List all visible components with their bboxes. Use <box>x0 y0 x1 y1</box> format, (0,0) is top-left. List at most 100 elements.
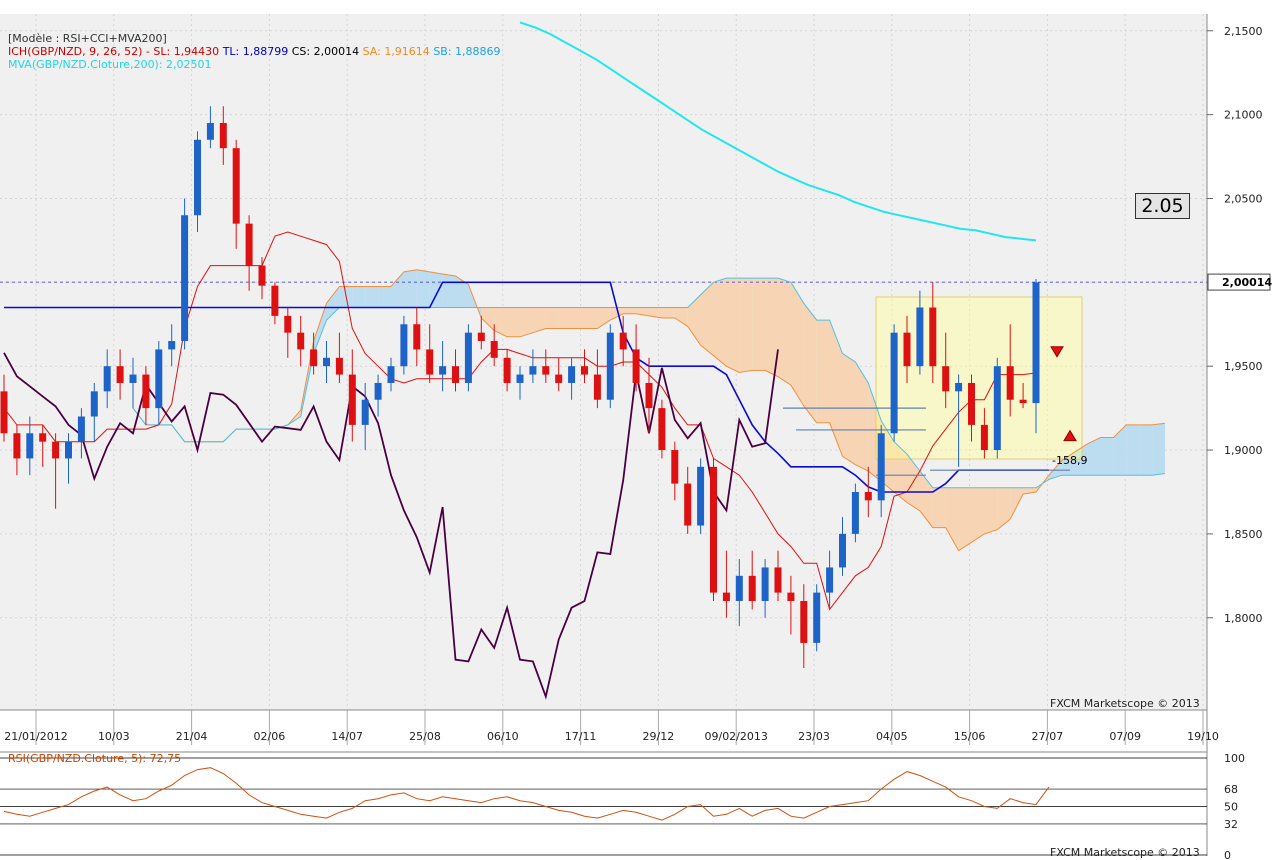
candle-body <box>103 366 111 392</box>
cloud-segment <box>429 271 443 308</box>
cloud-segment <box>661 307 675 318</box>
cloud-segment <box>713 278 727 367</box>
candle-body <box>361 399 369 425</box>
candle-body <box>697 466 705 526</box>
cloud-segment <box>520 307 533 337</box>
candle-body <box>955 382 963 392</box>
cloud-segment <box>391 271 404 308</box>
candle-body <box>142 374 150 409</box>
candle-body <box>813 592 821 643</box>
candle-body <box>516 374 524 383</box>
candle-body <box>568 366 576 383</box>
rsi-panel: 100 68 50 32 0 <box>0 752 1245 860</box>
cloud-segment <box>378 286 391 308</box>
cloud-segment <box>984 487 998 534</box>
rsi-tick-label: 68 <box>1224 783 1238 796</box>
mva200-line <box>519 21 1037 242</box>
candle-body <box>13 433 21 459</box>
candle-body <box>77 416 85 442</box>
x-tick-label: 02/06 <box>254 730 286 743</box>
candle-body <box>748 575 756 601</box>
cloud-segment <box>545 307 559 329</box>
chikou-line <box>3 349 779 700</box>
candle-body <box>735 575 743 601</box>
candle-body <box>606 332 614 400</box>
candle-body <box>555 374 563 383</box>
cloud-segment <box>674 307 688 327</box>
cloud-segment <box>584 307 598 329</box>
candle-body <box>503 357 511 383</box>
watermark-main: FXCM Marketscope © 2013 <box>1050 697 1200 710</box>
candle-body <box>116 366 124 383</box>
kijun-line <box>4 281 1049 493</box>
grid <box>0 14 1207 710</box>
candle-body <box>619 332 627 350</box>
candle-body <box>90 391 98 417</box>
cloud-segment <box>778 278 791 386</box>
x-tick-label: 25/08 <box>409 730 441 743</box>
cloud-segment <box>365 286 379 308</box>
cloud-segment <box>507 307 520 337</box>
y-tick-label: 2,0500 <box>1224 192 1263 205</box>
watermark-rsi: FXCM Marketscope © 2013 <box>1050 846 1200 859</box>
candle-body <box>52 441 60 459</box>
tenkan-line <box>3 231 1037 611</box>
candle-body <box>658 408 666 451</box>
signal-markers <box>1050 346 1077 442</box>
ichimoku-cs: CS: 2,00014 <box>291 45 360 58</box>
span-b-line <box>132 277 1166 489</box>
candle-body <box>774 567 782 593</box>
ichimoku-name: ICH(GBP/NZD, 9, 26, 52) - <box>8 45 150 58</box>
cloud-segment <box>649 307 662 318</box>
candle-body <box>710 466 717 593</box>
cloud-segment <box>1113 424 1127 476</box>
candle-body <box>400 324 408 367</box>
cloud-segment <box>945 487 959 551</box>
x-tick-label: 23/03 <box>798 730 830 743</box>
candle-body <box>129 374 137 383</box>
cloud-segment <box>532 307 546 333</box>
cloud-segment <box>790 282 804 407</box>
candle-body <box>348 374 356 425</box>
candle-body <box>181 215 189 342</box>
candle-body <box>851 491 859 534</box>
candle-body <box>645 382 653 409</box>
price-label-box[interactable]: 2.05 <box>1135 193 1190 219</box>
cloud-segment <box>855 362 869 472</box>
candle-body <box>477 332 485 342</box>
candle-body <box>980 424 988 451</box>
rsi-legend: RSI(GBP/NZD.Cloture, 5): 72,75 <box>8 752 182 765</box>
cloud-segment <box>842 353 856 465</box>
cloud-segment <box>1087 437 1101 476</box>
candle-body <box>890 332 898 434</box>
candle-body <box>168 341 176 350</box>
candle-body <box>452 366 459 383</box>
cloud-segment <box>726 278 740 373</box>
indicator-lines <box>0 21 1207 700</box>
y-tick-label: 1,8000 <box>1224 612 1263 625</box>
candle-body <box>0 391 8 434</box>
x-tick-label: 21/04 <box>176 730 208 743</box>
last-price-tag <box>1207 273 1271 291</box>
rsi-line <box>3 767 1050 821</box>
sell-arrow-icon <box>1050 346 1064 358</box>
cloud-segment <box>416 269 430 308</box>
candle-body <box>542 366 550 375</box>
cloud-segment <box>700 282 714 356</box>
candle-body <box>26 433 34 459</box>
candle-body <box>581 366 588 375</box>
candle-body <box>439 366 447 375</box>
cloud-segment <box>1023 487 1036 495</box>
candle-body <box>839 533 846 568</box>
cloud-segment <box>1152 423 1165 476</box>
cloud-segment <box>597 307 611 329</box>
candle-body <box>413 324 421 350</box>
candle-body <box>65 441 72 459</box>
candle-body <box>323 357 330 367</box>
cloud-segment <box>1100 437 1114 476</box>
candle-body <box>464 332 472 383</box>
candle-body <box>310 349 318 367</box>
rsi-tick-label: 100 <box>1224 752 1245 765</box>
candle-body <box>387 366 395 383</box>
